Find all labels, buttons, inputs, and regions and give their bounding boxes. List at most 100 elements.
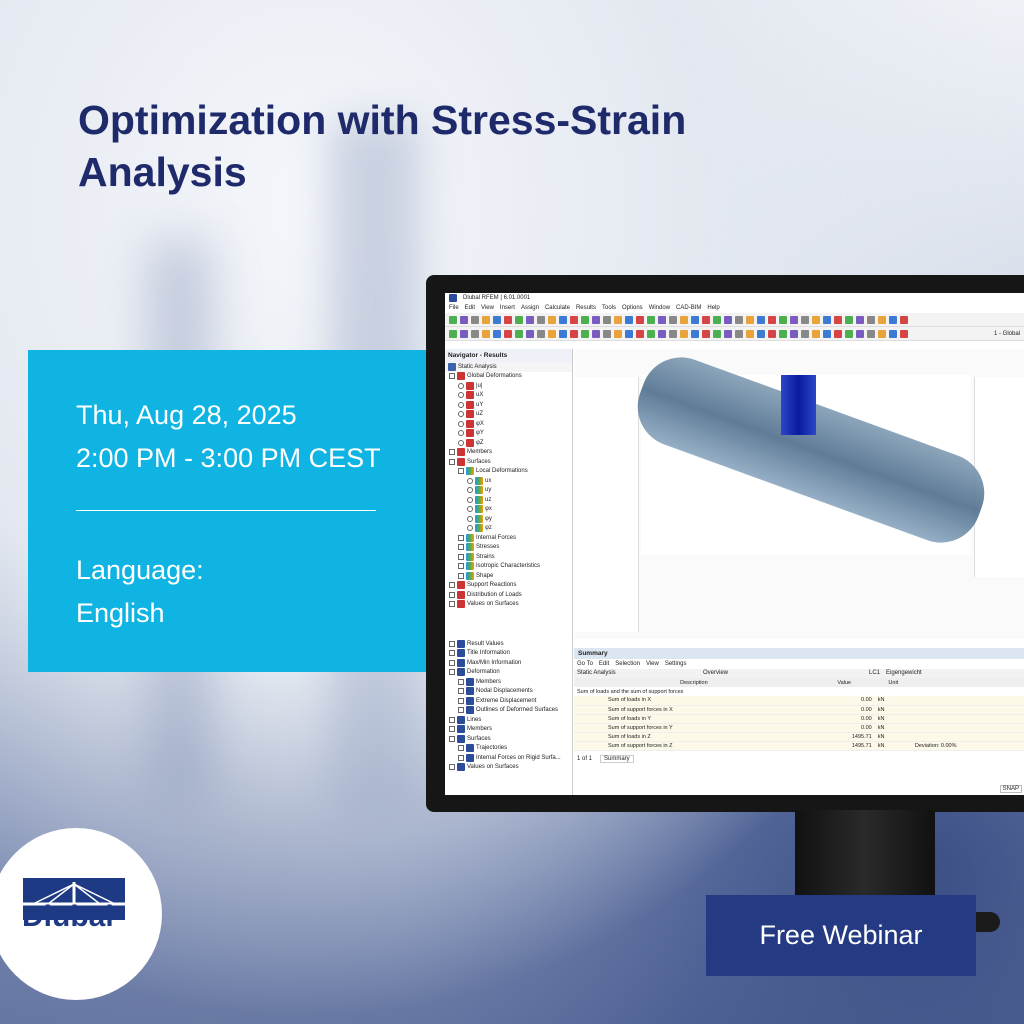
toolbar-button-icon[interactable]	[823, 315, 831, 324]
summary-analysis-select[interactable]: Static Analysis	[577, 670, 616, 677]
tree-item[interactable]: φy	[445, 514, 572, 524]
toolbar-button-icon[interactable]	[724, 315, 732, 324]
toolbar-button-icon[interactable]	[702, 329, 710, 338]
toolbar-button-icon[interactable]	[680, 315, 688, 324]
toolbar-button-icon[interactable]	[614, 315, 622, 324]
menu-item[interactable]: File	[449, 305, 459, 311]
radio-button[interactable]	[467, 477, 473, 484]
toolbar-button-icon[interactable]	[867, 315, 875, 324]
toolbar-button-icon[interactable]	[845, 315, 853, 324]
pager[interactable]: 1 of 1	[577, 756, 593, 763]
toolbar-button-icon[interactable]	[647, 315, 655, 324]
toolbar-button-icon[interactable]	[856, 329, 864, 338]
menu-item[interactable]: Edit	[464, 305, 476, 311]
radio-button[interactable]	[458, 420, 464, 427]
menu-item[interactable]: Calculate	[544, 305, 570, 311]
toolbar-button-icon[interactable]	[515, 315, 523, 324]
menu-item[interactable]: CAD-BIM	[676, 305, 702, 311]
snap-toggle[interactable]: SNAP	[999, 785, 1022, 793]
checkbox[interactable]	[449, 669, 455, 676]
tree-item[interactable]: uY	[445, 400, 572, 410]
toolbar-button-icon[interactable]	[526, 315, 534, 324]
radio-button[interactable]	[467, 506, 473, 513]
toolbar-button-icon[interactable]	[658, 329, 666, 338]
toolbar-button-icon[interactable]	[603, 329, 611, 338]
checkbox[interactable]	[449, 716, 455, 723]
toolbar-button-icon[interactable]	[900, 329, 908, 338]
toolbar-button-icon[interactable]	[548, 329, 556, 338]
toolbar-button-icon[interactable]	[636, 329, 644, 338]
tree-item[interactable]: Members	[445, 448, 572, 458]
checkbox[interactable]	[449, 449, 455, 456]
tree-item[interactable]: Local Deformations	[445, 467, 572, 477]
toolbar-button-icon[interactable]	[592, 315, 600, 324]
radio-button[interactable]	[458, 382, 464, 389]
toolbar-button-icon[interactable]	[735, 329, 743, 338]
tree-item[interactable]: Members	[445, 677, 561, 687]
toolbar-button-icon[interactable]	[746, 315, 754, 324]
checkbox[interactable]	[449, 650, 455, 657]
toolbar-button-icon[interactable]	[625, 329, 633, 338]
checkbox[interactable]	[458, 553, 464, 560]
toolbar-button-icon[interactable]	[625, 315, 633, 324]
toolbar-button-icon[interactable]	[834, 315, 842, 324]
checkbox[interactable]	[449, 764, 455, 771]
3d-model-view[interactable]	[626, 346, 996, 555]
tree-item[interactable]: Isotropic Characteristics	[445, 562, 572, 572]
tree-item[interactable]: Trajectories	[445, 744, 561, 754]
tree-item[interactable]: Deformation	[445, 668, 561, 678]
checkbox[interactable]	[458, 544, 464, 551]
tree-item[interactable]: Surfaces	[445, 457, 572, 467]
tree-item[interactable]: Lines	[445, 715, 561, 725]
summary-menu-item[interactable]: Edit	[598, 660, 610, 667]
toolbar-button-icon[interactable]	[856, 315, 864, 324]
toolbar-button-icon[interactable]	[779, 315, 787, 324]
tree-item[interactable]: uz	[445, 495, 572, 505]
toolbar-button-icon[interactable]	[493, 315, 501, 324]
toolbar-button-icon[interactable]	[669, 315, 677, 324]
analysis-select[interactable]: Static Analysis	[445, 362, 572, 372]
coord-system-select[interactable]: 1 - Global	[993, 330, 1020, 337]
tree-item[interactable]: Surfaces	[445, 734, 561, 744]
tree-item[interactable]: Outlines of Deformed Surfaces	[445, 706, 561, 716]
toolbar-button-icon[interactable]	[504, 329, 512, 338]
menu-item[interactable]: View	[481, 305, 494, 311]
tree-item[interactable]: uX	[445, 391, 572, 401]
checkbox[interactable]	[449, 735, 455, 742]
toolbar-button-icon[interactable]	[691, 329, 699, 338]
toolbar-button-icon[interactable]	[636, 315, 644, 324]
toolbar-button-icon[interactable]	[559, 315, 567, 324]
toolbar-button-icon[interactable]	[680, 329, 688, 338]
toolbar-button-icon[interactable]	[790, 329, 798, 338]
toolbar-button-icon[interactable]	[537, 315, 545, 324]
toolbar-button-icon[interactable]	[878, 329, 886, 338]
toolbar-button-icon[interactable]	[768, 329, 776, 338]
checkbox[interactable]	[458, 707, 464, 714]
menu-item[interactable]: Results	[575, 305, 596, 311]
toolbar-button-icon[interactable]	[559, 329, 567, 338]
toolbar-button-icon[interactable]	[713, 315, 721, 324]
tree-item[interactable]: Max/Min Information	[445, 658, 561, 668]
radio-button[interactable]	[458, 392, 464, 399]
tree-item[interactable]: Distribution of Loads	[445, 590, 572, 600]
toolbar-button-icon[interactable]	[889, 315, 897, 324]
toolbar-button-icon[interactable]	[449, 315, 457, 324]
toolbar-button-icon[interactable]	[702, 315, 710, 324]
toolbar-button-icon[interactable]	[570, 315, 578, 324]
tree-item[interactable]: Stresses	[445, 543, 572, 553]
toolbar-button-icon[interactable]	[581, 329, 589, 338]
checkbox[interactable]	[449, 458, 455, 465]
toolbar-button-icon[interactable]	[790, 315, 798, 324]
checkbox[interactable]	[449, 726, 455, 733]
tree-item[interactable]: φx	[445, 505, 572, 515]
toolbar-button-icon[interactable]	[801, 329, 809, 338]
toolbar-button-icon[interactable]	[735, 315, 743, 324]
tree-item[interactable]: Extreme Displacement	[445, 696, 561, 706]
tree-item[interactable]: uZ	[445, 410, 572, 420]
radio-button[interactable]	[458, 411, 464, 418]
checkbox[interactable]	[458, 572, 464, 579]
radio-button[interactable]	[458, 430, 464, 437]
tree-item[interactable]: Internal Forces	[445, 533, 572, 543]
toolbar-button-icon[interactable]	[592, 329, 600, 338]
tab-summary[interactable]: Summary	[600, 755, 634, 764]
